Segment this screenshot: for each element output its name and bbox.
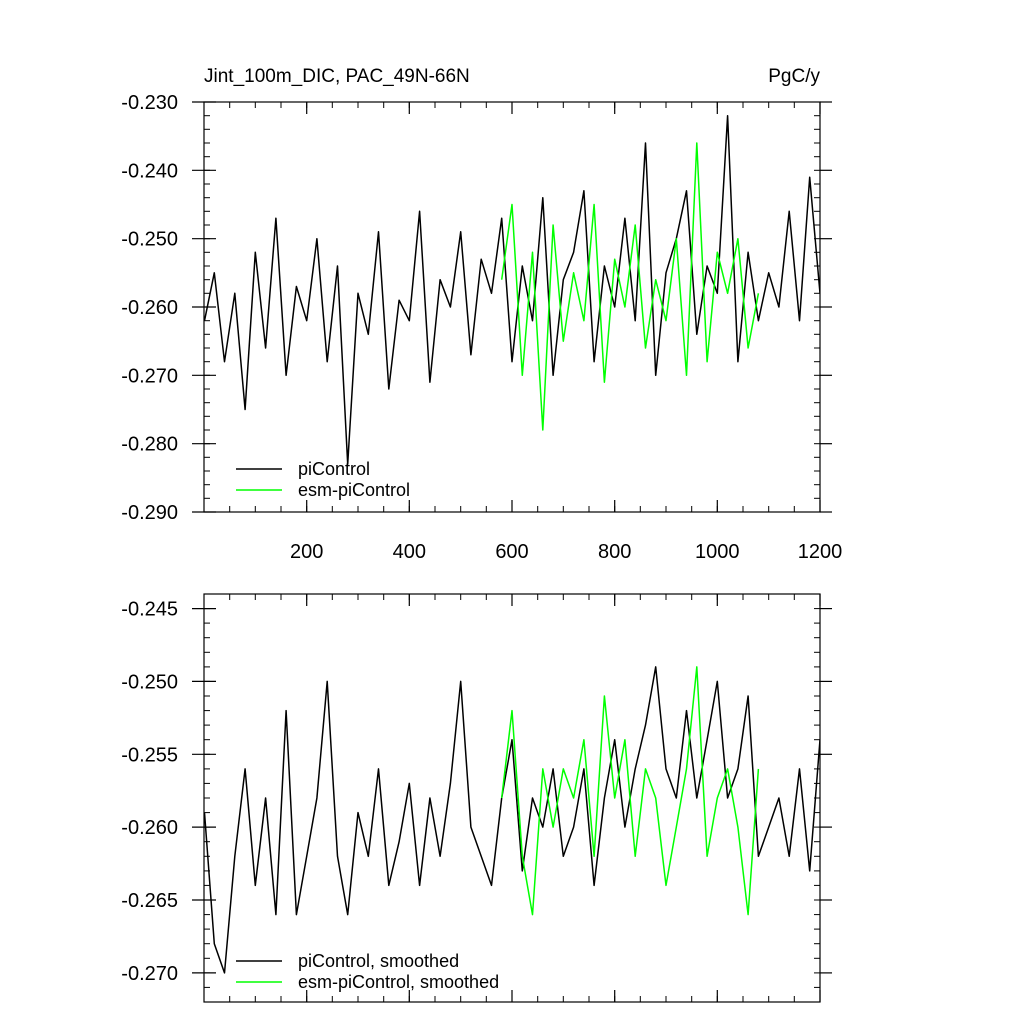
bottom-legend: piControl, smoothed esm-piControl, smoot… [236,951,499,992]
series-line-esm-picontrol-smoothed [500,666,760,916]
y-tick-label: -0.250 [121,229,178,251]
x-tick-label: 1000 [695,541,740,563]
x-tick-label: 800 [598,541,631,563]
legend-label-picontrol-smoothed: piControl, smoothed [298,951,459,971]
top-axis-ticks: 200 400 600 800 1000 1200 -0.290 -0.280 -0.270 -0… [121,92,842,563]
y-tick-label: -0.270 [121,365,178,387]
y-tick-label: -0.260 [121,297,178,319]
y-tick-label: -0.240 [121,160,178,182]
y-tick-label: -0.255 [121,744,178,766]
bottom-plot: -0.270 -0.265 -0.260 -0.255 -0.250 -0.245 piC… [121,593,832,1003]
y-tick-label: -0.230 [121,92,178,114]
top-series-group [204,114,820,465]
top-legend: piControl esm-piControl [236,459,410,500]
y-tick-label: -0.260 [121,817,178,839]
top-plot-frame [203,101,821,513]
y-tick-label: -0.245 [121,599,178,621]
x-tick-label: 200 [290,541,323,563]
bottom-series-group [204,666,820,974]
legend-label-picontrol: piControl [298,459,370,479]
x-tick-label: 400 [393,541,426,563]
x-tick-label: 600 [495,541,528,563]
legend-label-esm-picontrol: esm-piControl [298,480,410,500]
y-tick-label: -0.280 [121,434,178,456]
y-tick-label: -0.270 [121,963,178,985]
units-label: PgC/y [768,66,820,87]
y-tick-label: -0.265 [121,890,178,912]
top-plot: Jint_100m_DIC, PAC_49N-66N PgC/y 200 400 6… [121,66,842,563]
y-tick-label: -0.250 [121,671,178,693]
legend-label-esm-picontrol-smoothed: esm-piControl, smoothed [298,972,499,992]
plot-title: Jint_100m_DIC, PAC_49N-66N [204,66,470,87]
series-line-picontrol [204,114,820,465]
y-tick-label: -0.290 [121,502,178,524]
series-line-esm-picontrol [500,142,760,431]
x-tick-label: 1200 [798,541,843,563]
bottom-axis-ticks: -0.270 -0.265 -0.260 -0.255 -0.250 -0.245 [121,593,832,1003]
series-line-picontrol-smoothed [204,666,820,974]
